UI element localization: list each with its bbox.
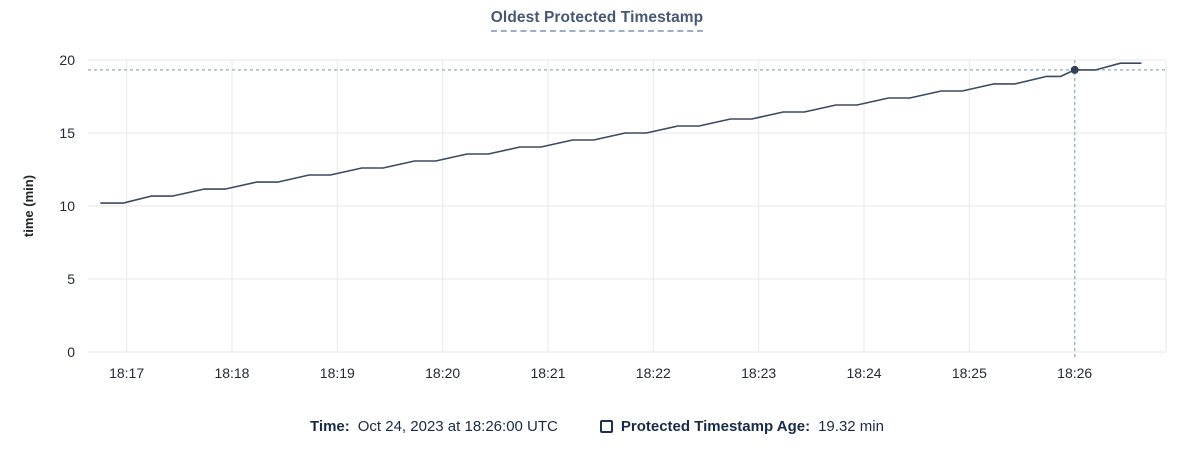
- x-tick-label: 18:24: [846, 365, 881, 381]
- x-tick-label: 18:19: [320, 365, 355, 381]
- time-label: Time:: [310, 418, 350, 435]
- series-value: 19.32 min: [818, 418, 884, 435]
- y-tick-label: 0: [67, 344, 75, 360]
- x-tick-label: 18:17: [109, 365, 144, 381]
- series-legend-item[interactable]: Protected Timestamp Age: 19.32 min: [599, 418, 884, 435]
- x-tick-label: 18:25: [952, 365, 987, 381]
- hover-legend: Time: Oct 24, 2023 at 18:26:00 UTC Prote…: [0, 418, 1194, 435]
- x-tick-label: 18:20: [425, 365, 460, 381]
- x-tick-label: 18:21: [530, 365, 565, 381]
- series-line: [100, 62, 1142, 204]
- hover-dot: [1070, 65, 1079, 74]
- y-axis-label: time (min): [21, 175, 36, 237]
- x-tick-label: 18:18: [214, 365, 249, 381]
- series-label: Protected Timestamp Age:: [620, 418, 811, 435]
- y-tick-label: 15: [59, 125, 75, 141]
- y-tick-label: 5: [67, 271, 75, 287]
- x-tick-label: 18:22: [636, 365, 671, 381]
- series-checkbox[interactable]: [599, 420, 613, 433]
- chart-plot[interactable]: 0 5 10 15 20 18:17 18:18 18:19 18:20 18:21 18:22 18…: [0, 0, 1194, 400]
- chart-title[interactable]: Oldest Protected Timestamp: [490, 9, 704, 32]
- y-tick-label: 10: [59, 198, 75, 214]
- x-tick-label: 18:23: [741, 365, 776, 381]
- x-tick-label: 18:26: [1057, 365, 1092, 381]
- hover-time-group: Time: Oct 24, 2023 at 18:26:00 UTC: [310, 418, 558, 435]
- chart-header: Oldest Protected Timestamp: [0, 9, 1194, 32]
- y-tick-label: 20: [59, 52, 75, 68]
- time-value: Oct 24, 2023 at 18:26:00 UTC: [357, 418, 558, 435]
